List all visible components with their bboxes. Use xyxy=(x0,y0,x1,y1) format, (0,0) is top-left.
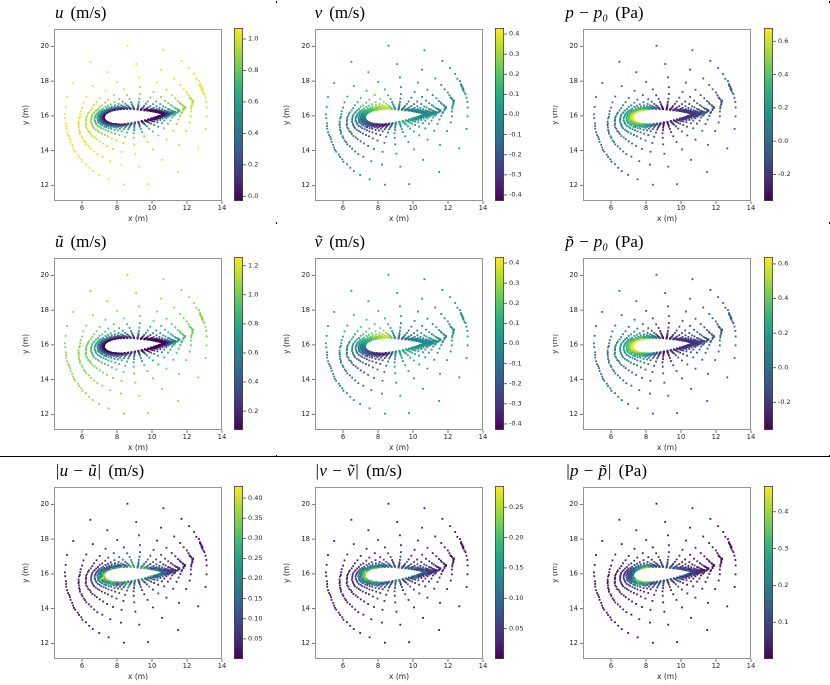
subplot-u-tilde-title: ũ (m/s) xyxy=(55,232,107,251)
subplot-v-error: |v − ṽ| (m/s) xyxy=(276,458,553,685)
subplot-p-error-title: |p − p̃| (Pa) xyxy=(565,461,647,480)
separator-row2-row3 xyxy=(0,455,830,457)
subplot-p-tilde-canvas xyxy=(553,229,830,456)
subplot-v-title: v (m/s) xyxy=(314,3,366,22)
subplot-v: v (m/s) xyxy=(276,0,553,227)
subplot-p-tilde-title: p̃ − p₀ (Pa) xyxy=(565,232,644,251)
subplot-v-error-canvas xyxy=(276,458,553,685)
subplot-v-tilde: ṽ (m/s) xyxy=(276,229,553,456)
subplot-u-tilde: ũ (m/s) xyxy=(0,229,276,456)
subplot-u-error: |u − ũ| (m/s) xyxy=(0,458,276,685)
subplot-u-title: u (m/s) xyxy=(55,3,107,22)
subplot-u-canvas xyxy=(0,0,276,227)
subplot-p-canvas xyxy=(553,0,830,227)
subplot-p-title: p − p₀ (Pa) xyxy=(565,3,644,22)
subplot-p: p − p₀ (Pa) xyxy=(553,0,830,227)
subplot-v-tilde-title: ṽ (m/s) xyxy=(314,232,366,251)
subplot-p-error-canvas xyxy=(553,458,830,685)
subplot-v-error-title: |v − ṽ| (m/s) xyxy=(314,461,402,480)
subplot-u-error-canvas xyxy=(0,458,276,685)
subplot-v-canvas xyxy=(276,0,553,227)
subplot-p-error: |p − p̃| (Pa) xyxy=(553,458,830,685)
subplot-v-tilde-canvas xyxy=(276,229,553,456)
subplot-u-tilde-canvas xyxy=(0,229,276,456)
subplot-u: u (m/s) xyxy=(0,0,276,227)
subplot-p-tilde: p̃ − p₀ (Pa) xyxy=(553,229,830,456)
subplot-u-error-title: |u − ũ| (m/s) xyxy=(55,461,145,480)
